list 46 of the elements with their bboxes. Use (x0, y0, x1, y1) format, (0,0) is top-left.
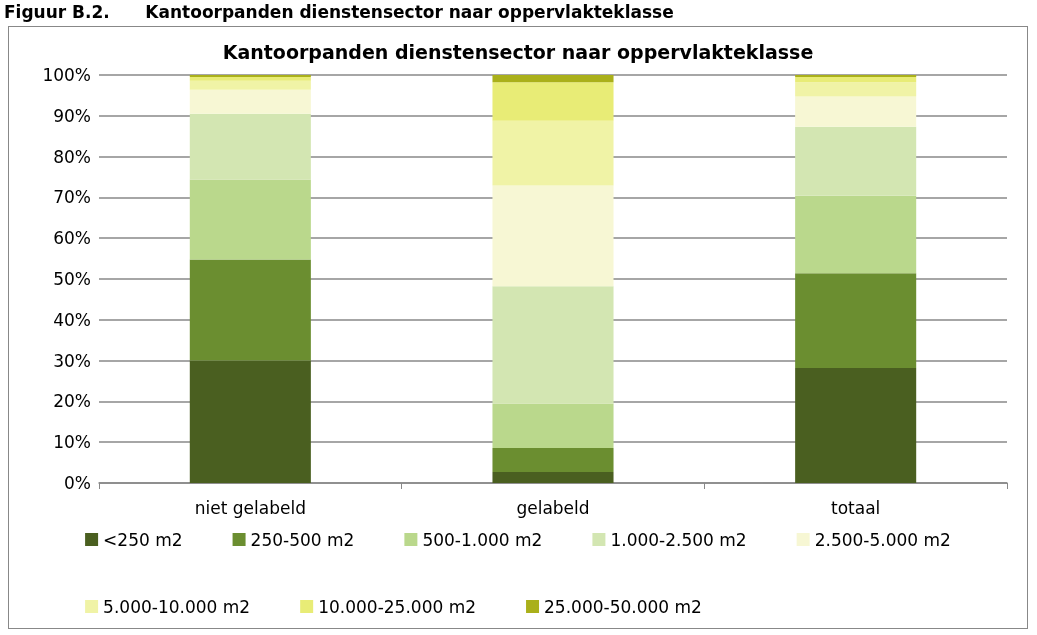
x-tick-label: niet gelabeld (194, 497, 306, 518)
bar (492, 82, 614, 121)
bar (795, 367, 917, 483)
y-tick-label: 40% (53, 309, 91, 330)
bar (795, 126, 917, 196)
bar (492, 120, 614, 186)
bar (492, 471, 614, 483)
y-tick-label: 10% (53, 432, 91, 453)
bar (795, 75, 917, 78)
bar (795, 77, 917, 83)
y-tick-label: 50% (53, 269, 91, 289)
legend-label: 25.000-50.000 m2 (544, 596, 702, 617)
bar (189, 259, 311, 361)
legend-label: 5.000-10.000 m2 (103, 596, 251, 617)
legend-label: 2.500-5.000 m2 (814, 529, 951, 550)
x-tick-label: gelabeld (516, 497, 590, 518)
text: Figuur B.2. Kantoorpanden dienstensector naar oppervlakteklasse (3, 1, 675, 24)
bar (492, 75, 614, 83)
y-tick-label: 90% (53, 105, 91, 126)
bar (189, 360, 311, 483)
y-tick-label: 20% (53, 391, 91, 412)
y-tick-label: 60% (53, 228, 91, 249)
bar (795, 195, 917, 274)
legend-label: 500-1.000 m2 (422, 529, 543, 550)
bar (189, 113, 311, 180)
bar (189, 89, 311, 114)
y-tick-label: 80% (53, 146, 91, 167)
bar (795, 96, 917, 127)
bar (492, 403, 614, 448)
bar (189, 179, 311, 260)
y-tick-label: 70% (53, 187, 91, 208)
bar (492, 286, 614, 404)
legend-label: 1.000-2.500 m2 (610, 529, 747, 550)
y-tick-label: 100% (42, 65, 91, 85)
chart-title: Kantoorpanden dienstensector naar oppervlakteklasse (222, 40, 814, 63)
bar (492, 447, 614, 472)
y-tick-label: 0% (64, 473, 91, 493)
legend-label: <250 m2 (103, 529, 183, 550)
legend-label: 250-500 m2 (250, 529, 355, 550)
legend-label: 10.000-25.000 m2 (318, 596, 477, 617)
x-tick-label: totaal (831, 497, 881, 518)
bar (795, 273, 917, 368)
y-tick-label: 30% (53, 350, 91, 371)
bar (795, 82, 917, 97)
bar (189, 80, 311, 90)
bar (492, 185, 614, 287)
